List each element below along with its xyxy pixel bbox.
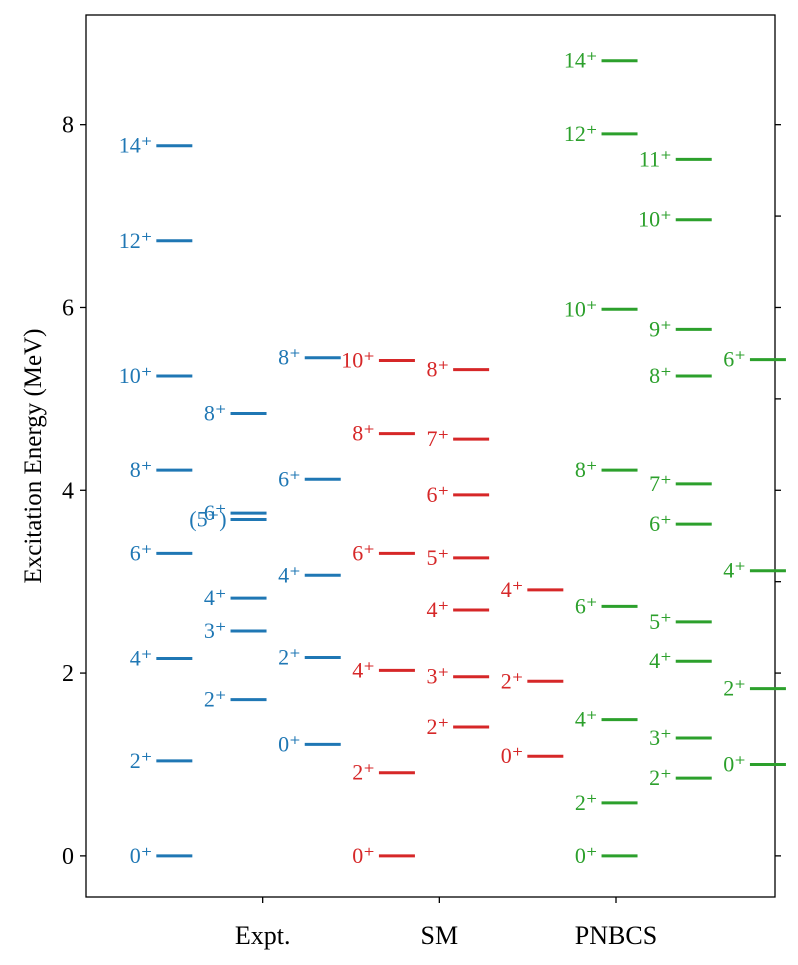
energy-level-label: 14⁺ [119, 133, 153, 158]
energy-level-label: 8⁺ [352, 421, 375, 446]
energy-level-label: 8⁺ [130, 457, 153, 482]
energy-level-label: 0⁺ [130, 843, 153, 868]
energy-level-label: 2⁺ [352, 760, 375, 785]
energy-level-label: 4⁺ [352, 657, 375, 682]
energy-level-label: 8⁺ [575, 457, 598, 482]
energy-level-label: 6⁺ [352, 540, 375, 565]
x-axis-categories: Expt. SM PNBCS [235, 897, 657, 950]
energy-level-label: 2⁺ [575, 790, 598, 815]
energy-level-label: 2⁺ [723, 676, 746, 701]
energy-level-label: 6⁺ [723, 347, 746, 372]
y-tick-label: 2 [62, 661, 74, 687]
energy-level-label: 0⁺ [501, 743, 524, 768]
energy-level-label: 4⁺ [649, 648, 672, 673]
y-tick-label: 6 [62, 295, 74, 321]
energy-level-label: 0⁺ [723, 751, 746, 776]
energy-level-label: 6⁺ [204, 500, 227, 525]
energy-level-label: 3⁺ [204, 618, 227, 643]
energy-levels: 0⁺2⁺4⁺6⁺8⁺10⁺12⁺14⁺2⁺3⁺4⁺(5⁺)6⁺8⁺0⁺2⁺4⁺6… [119, 48, 786, 868]
energy-level-label: 3⁺ [649, 725, 672, 750]
energy-level-label: 5⁺ [649, 609, 672, 634]
energy-level-label: 12⁺ [119, 228, 153, 253]
energy-level-label: 8⁺ [278, 345, 301, 370]
energy-level-label: 8⁺ [427, 357, 450, 382]
energy-level-label: 6⁺ [427, 482, 450, 507]
energy-level-label: 10⁺ [638, 207, 672, 232]
energy-level-label: 6⁺ [130, 540, 153, 565]
energy-level-label: 10⁺ [119, 363, 153, 388]
energy-level-label: 4⁺ [501, 577, 524, 602]
energy-level-label: 12⁺ [564, 121, 598, 146]
energy-level-label: 2⁺ [501, 668, 524, 693]
energy-level-label: 6⁺ [278, 466, 301, 491]
energy-level-label: 4⁺ [278, 562, 301, 587]
energy-level-label: 7⁺ [427, 426, 450, 451]
energy-level-label: 10⁺ [564, 296, 598, 321]
energy-level-label: 4⁺ [204, 585, 227, 610]
energy-level-label: 8⁺ [649, 363, 672, 388]
energy-level-label: 4⁺ [575, 707, 598, 732]
energy-level-label: 8⁺ [204, 400, 227, 425]
plot-frame [85, 14, 776, 898]
energy-level-label: 10⁺ [341, 347, 375, 372]
x-category-label: PNBCS [575, 921, 657, 950]
energy-level-label: 2⁺ [649, 765, 672, 790]
energy-level-label: 7⁺ [649, 471, 672, 496]
y-axis-ticks: 0 2 4 6 8 [62, 113, 781, 870]
energy-level-label: 4⁺ [723, 558, 746, 583]
energy-level-label: 0⁺ [352, 843, 375, 868]
energy-level-label: 0⁺ [575, 843, 598, 868]
energy-level-label: 14⁺ [564, 48, 598, 73]
energy-level-label: 6⁺ [649, 511, 672, 536]
energy-level-label: 6⁺ [575, 593, 598, 618]
energy-level-label: (5⁺) [189, 507, 226, 532]
energy-level-label: 2⁺ [130, 748, 153, 773]
energy-level-label: 2⁺ [427, 714, 450, 739]
energy-level-label: 5⁺ [427, 545, 450, 570]
energy-level-label: 3⁺ [427, 664, 450, 689]
y-tick-label: 4 [62, 478, 74, 504]
energy-level-label: 11⁺ [639, 146, 672, 171]
y-tick-label: 8 [62, 113, 74, 139]
energy-level-label: 2⁺ [278, 645, 301, 670]
y-axis-label: Excitation Energy (MeV) [20, 328, 47, 583]
energy-level-label: 4⁺ [427, 597, 450, 622]
x-category-label: SM [421, 921, 459, 950]
energy-level-label: 0⁺ [278, 731, 301, 756]
energy-level-label: 2⁺ [204, 687, 227, 712]
y-tick-label: 0 [62, 844, 74, 870]
x-category-label: Expt. [235, 921, 291, 950]
energy-level-label: 4⁺ [130, 645, 153, 670]
energy-level-label: 9⁺ [649, 316, 672, 341]
